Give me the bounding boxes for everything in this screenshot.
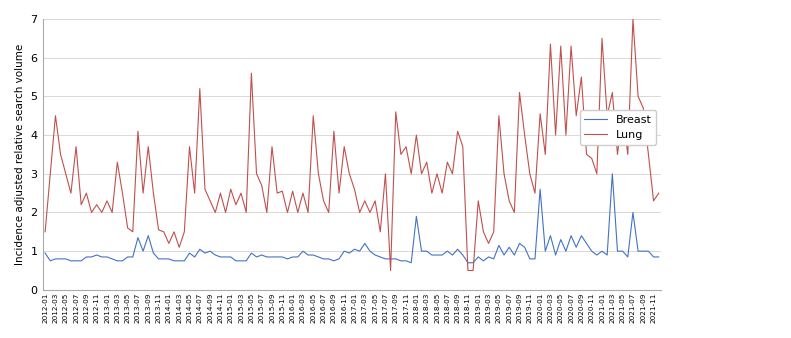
Lung xyxy=(206,199,215,203)
Lung xyxy=(169,230,179,234)
Breast xyxy=(206,249,215,253)
Breast xyxy=(407,261,416,265)
Y-axis label: Incidence adjusted relative search volume: Incidence adjusted relative search volum… xyxy=(15,44,25,265)
Lung xyxy=(644,152,653,156)
Lung xyxy=(628,17,638,21)
Lung xyxy=(40,230,50,234)
Breast xyxy=(380,257,390,261)
Breast xyxy=(530,257,539,261)
Lung xyxy=(468,268,478,272)
Breast xyxy=(654,255,664,259)
Breast xyxy=(40,251,50,255)
Line: Lung: Lung xyxy=(45,19,659,270)
Lung xyxy=(386,268,396,272)
Lung xyxy=(380,172,390,176)
Breast xyxy=(607,172,617,176)
Breast xyxy=(644,249,653,253)
Lung xyxy=(654,191,664,195)
Legend: Breast, Lung: Breast, Lung xyxy=(580,110,656,145)
Lung xyxy=(530,191,539,195)
Breast xyxy=(468,261,478,265)
Breast xyxy=(169,259,179,263)
Line: Breast: Breast xyxy=(45,174,659,263)
